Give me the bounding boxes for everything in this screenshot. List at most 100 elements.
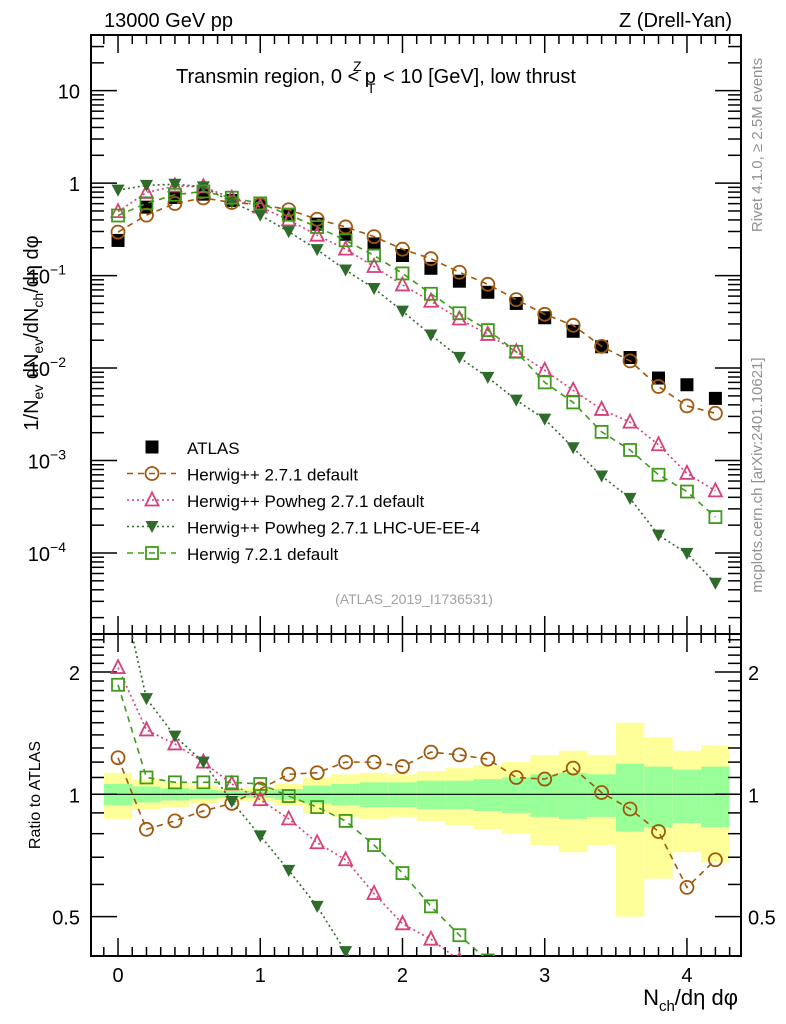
series-herwig-powheg-2-7-1-lhc-ue-ee-4-ratio-point — [282, 864, 296, 877]
series-herwig-2-7-1-default-ratio-point — [139, 821, 154, 837]
series-herwig-powheg-2-7-1-lhc-ue-ee-4-ratio-point — [310, 900, 324, 913]
series-herwig-7-2-1-default-ratio-point — [395, 866, 410, 880]
band-inner — [473, 779, 503, 811]
series-herwig-2-7-1-default-main — [110, 190, 723, 421]
series-atlas-point — [538, 311, 552, 325]
band-inner — [558, 772, 588, 819]
series-herwig-powheg-2-7-1-lhc-ue-ee-4-point — [652, 529, 666, 542]
x-tick-label: 0 — [112, 965, 123, 987]
y-tick-label-ratio: 0.5 — [52, 908, 80, 930]
series-herwig-powheg-2-7-1-lhc-ue-ee-4-point — [424, 329, 438, 342]
series-herwig-powheg-2-7-1-default-ratio-line — [117, 667, 455, 956]
series-herwig-7-2-1-default-point — [452, 306, 467, 321]
band-inner — [530, 774, 559, 817]
y-tick-label-ratio-right: 1 — [748, 785, 759, 807]
legend-label: Herwig++ 2.7.1 default — [187, 466, 358, 485]
y-tick-label-main: 1 — [69, 174, 80, 196]
legend-item: ATLAS — [145, 439, 240, 458]
series-herwig-powheg-2-7-1-default-ratio-point — [252, 790, 269, 807]
y-tick-label-ratio: 1 — [69, 785, 80, 807]
series-herwig-7-2-1-default-point — [367, 248, 381, 263]
series-herwig-7-2-1-default-ratio-point — [367, 838, 381, 852]
series-herwig-7-2-1-default-point — [623, 443, 637, 457]
y-tick-label-ratio-right: 2 — [748, 663, 759, 685]
series-herwig-7-2-1-default-point — [651, 467, 666, 482]
series-herwig-powheg-2-7-1-lhc-ue-ee-4-point — [452, 351, 466, 364]
series-herwig-powheg-2-7-1-lhc-ue-ee-4-ratio-point — [139, 693, 153, 706]
series-herwig-powheg-2-7-1-lhc-ue-ee-4-point — [566, 442, 580, 455]
series-herwig-powheg-2-7-1-default-ratio-point — [510, 999, 523, 1012]
series-herwig-2-7-1-default-ratio-point — [309, 765, 325, 781]
series-herwig-powheg-2-7-1-default-ratio-point — [394, 914, 411, 931]
series-herwig-2-7-1-default-point — [395, 241, 410, 257]
legend-label: Herwig++ Powheg 2.7.1 default — [187, 492, 424, 511]
series-herwig-powheg-2-7-1-default-point — [650, 435, 667, 452]
series-herwig-powheg-2-7-1-lhc-ue-ee-4-point — [139, 179, 153, 192]
series-herwig-2-7-1-default-point — [423, 251, 439, 267]
series-herwig-7-2-1-default-ratio-point — [139, 770, 154, 785]
series-herwig-powheg-2-7-1-default-point — [707, 481, 724, 498]
analysis-id: (ATLAS_2019_I1736531) — [335, 591, 493, 607]
side-label-bottom: mcplots.cern.ch [arXiv:2401.10621] — [749, 357, 766, 592]
series-herwig-2-7-1-default-ratio-point — [195, 803, 211, 819]
series-herwig-powheg-2-7-1-default-ratio-point — [309, 833, 326, 850]
series-herwig-2-7-1-default-ratio-point — [338, 754, 353, 770]
series-herwig-powheg-2-7-1-default-ratio-point — [110, 658, 126, 675]
legend: ATLAS Herwig++ 2.7.1 default Herwig++ Powh… — [127, 439, 480, 564]
series-herwig-2-7-1-default-point — [594, 338, 610, 354]
series-herwig-powheg-2-7-1-lhc-ue-ee-4-ratio-point — [196, 756, 210, 769]
y-tick-label-main: 10−1 — [28, 262, 66, 289]
legend-marker — [145, 521, 159, 533]
series-herwig-2-7-1-default-point — [537, 306, 553, 322]
series-herwig-powheg-2-7-1-default-ratio-point — [337, 850, 354, 867]
series-herwig-powheg-2-7-1-lhc-ue-ee-4-point — [196, 181, 210, 194]
series-herwig-powheg-2-7-1-lhc-ue-ee-4-point — [509, 394, 523, 407]
series-herwig-powheg-2-7-1-default-ratio-point — [280, 809, 297, 826]
series-herwig-7-2-1-default-ratio-point — [452, 928, 467, 943]
series-herwig-2-7-1-default-ratio-point — [423, 744, 439, 760]
series-herwig-7-2-1-default-ratio-point — [224, 775, 239, 790]
side-label-top: Rivet 4.1.0, ≥ 2.5M events — [749, 58, 766, 232]
series-herwig-powheg-2-7-1-lhc-ue-ee-4-point — [395, 305, 409, 318]
series-herwig-powheg-2-7-1-default-point — [565, 380, 582, 397]
title-sub: T — [367, 80, 376, 96]
series-herwig-7-2-1-default-point — [196, 184, 211, 199]
main-panel: 10 1 10−1 10−2 10−3 10−4 — [28, 34, 742, 956]
x-axis-label: Nch/dη dφ — [643, 985, 738, 1015]
y-tick-label-main: 10−3 — [28, 447, 66, 474]
series-herwig-powheg-2-7-1-lhc-ue-ee-4-ratio-point — [368, 984, 381, 996]
series-herwig-7-2-1-default-ratio-point — [111, 677, 125, 692]
legend-marker — [144, 466, 160, 481]
series-herwig-7-2-1-default-ratio-point — [253, 777, 268, 791]
series-herwig-2-7-1-default-ratio-point — [281, 766, 297, 782]
svg-text:1/Nev dNev/dNch/dη dφ: 1/Nev dNev/dNch/dη dφ — [21, 235, 46, 430]
series-herwig-powheg-2-7-1-default-line — [117, 185, 716, 492]
band-inner — [502, 777, 531, 813]
series-herwig-powheg-2-7-1-default-ratio-point — [166, 734, 183, 751]
series-herwig-powheg-2-7-1-lhc-ue-ee-4-point — [708, 577, 722, 590]
series-herwig-2-7-1-default-ratio-point — [537, 771, 553, 787]
series-herwig-powheg-2-7-1-default-point — [622, 412, 639, 429]
series-herwig-2-7-1-default-point — [451, 264, 467, 280]
y-axis-label-main: 1/Nev dNev/dNch/dη dφ — [21, 235, 46, 430]
series-herwig-2-7-1-default-point — [679, 398, 695, 414]
legend-item: Herwig++ Powheg 2.7.1 LHC-UE-EE-4 — [127, 519, 480, 538]
series-herwig-powheg-2-7-1-lhc-ue-ee-4-point — [253, 209, 267, 222]
y-axis-label-ratio: Ratio to ATLAS — [27, 741, 44, 849]
band-inner — [587, 774, 616, 817]
y-tick-label-ratio: 2 — [69, 663, 80, 685]
series-herwig-7-2-1-default-point — [509, 344, 524, 359]
x-tick-label: 3 — [539, 965, 550, 987]
series-herwig-powheg-2-7-1-default-ratio-point — [481, 972, 494, 985]
series-herwig-powheg-2-7-1-lhc-ue-ee-4-ratio — [130, 634, 381, 996]
series-herwig-2-7-1-default-ratio-point — [651, 824, 666, 839]
series-herwig-2-7-1-default-ratio-point — [395, 759, 410, 774]
legend-label: Herwig 7.2.1 default — [187, 545, 338, 564]
series-herwig-powheg-2-7-1-lhc-ue-ee-4-point — [310, 244, 324, 257]
series-herwig-7-2-1-default-ratio-point — [424, 899, 438, 914]
series-herwig-2-7-1-default-point — [707, 405, 723, 421]
series-herwig-2-7-1-default-ratio-point — [707, 852, 723, 868]
title-rest: < 10 [GeV], low thrust — [377, 66, 576, 88]
series-herwig-7-2-1-default-ratio-point — [338, 814, 353, 828]
header-left: 13000 GeV pp — [104, 10, 233, 32]
